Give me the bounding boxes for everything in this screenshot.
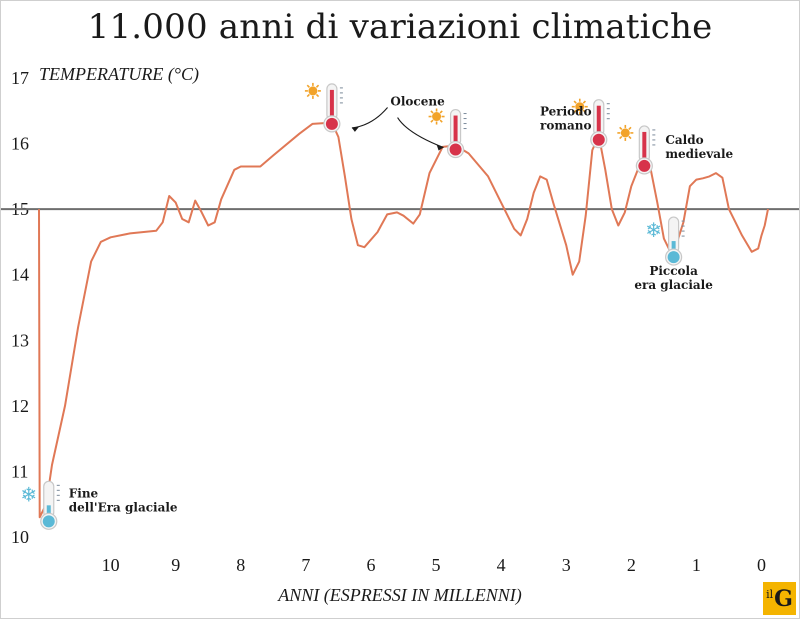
logo-small-text: il	[766, 588, 774, 601]
x-tick-label: 1	[692, 555, 701, 575]
thermometer-bulb-icon	[42, 515, 55, 528]
sun-ray	[306, 84, 310, 88]
x-tick-label: 9	[171, 555, 180, 575]
y-tick-label: 12	[11, 396, 29, 416]
x-tick-label: 2	[627, 555, 636, 575]
y-tick-label: 10	[11, 527, 29, 547]
sun-ray	[628, 126, 632, 130]
sun-icon	[308, 86, 318, 96]
x-tick-label: 7	[301, 555, 310, 575]
sun-ray	[619, 135, 623, 140]
sun-icon	[620, 128, 630, 138]
y-tick-label: 16	[11, 134, 29, 154]
annotation-label: dell'Era glaciale	[69, 500, 178, 514]
thermometer-bulb-icon	[667, 251, 680, 264]
sun-ray	[619, 126, 623, 130]
sun-ray	[430, 110, 434, 114]
snowflake-icon: ❄	[20, 482, 37, 506]
annotation-label: medievale	[665, 147, 733, 161]
snowflake-icon: ❄	[645, 218, 662, 242]
chart-title: 11.000 anni di variazioni climatiche	[87, 7, 713, 47]
x-tick-label: 0	[757, 555, 766, 575]
il-g-logo: il G	[763, 582, 796, 615]
thermometer-bulb-icon	[592, 133, 605, 146]
sun-ray	[315, 93, 320, 98]
x-tick-label: 5	[432, 555, 441, 575]
thermometer-level	[671, 241, 676, 256]
thermometer-level	[329, 89, 334, 122]
thermometer-bulb-icon	[638, 159, 651, 172]
annotation-arrowhead	[351, 126, 359, 132]
annotation-label: era glaciale	[634, 278, 713, 292]
annotation-arrowhead	[436, 144, 444, 151]
annotation-label: Piccola	[649, 264, 698, 278]
thermometer-level	[453, 115, 458, 148]
sun-ray	[573, 100, 577, 104]
x-tick-label: 8	[236, 555, 245, 575]
thermometer-bulb-icon	[325, 117, 338, 130]
sun-ray	[582, 100, 586, 104]
y-tick-label: 17	[11, 68, 29, 88]
x-tick-label: 3	[562, 555, 571, 575]
annotation-arrow	[351, 107, 388, 129]
y-tick-label: 13	[11, 330, 29, 350]
sun-ray	[582, 109, 586, 113]
x-axis-label: ANNI (ESPRESSI IN MILLENNI)	[278, 585, 522, 605]
thermometer-level	[642, 131, 647, 164]
logo-big-text: G	[774, 585, 793, 612]
annotation-label: Fine	[69, 486, 99, 500]
sun-ray	[439, 110, 443, 114]
sun-icon	[575, 102, 585, 112]
temperature-series-line	[38, 121, 769, 519]
annotation-label: Olocene	[390, 95, 445, 109]
sun-icon	[432, 112, 442, 122]
thermometer-level	[46, 505, 51, 520]
annotation-label: Periodo	[540, 105, 592, 119]
annotation-label: romano	[540, 119, 592, 133]
thermometer-bulb-icon	[449, 143, 462, 156]
x-tick-label: 4	[497, 555, 506, 575]
sun-ray	[430, 119, 434, 123]
sun-ray	[628, 135, 632, 140]
sun-ray	[315, 84, 320, 88]
sun-ray	[573, 109, 577, 113]
sun-ray	[439, 119, 443, 123]
y-tick-label: 14	[11, 265, 29, 285]
x-tick-label: 6	[366, 555, 375, 575]
y-axis-label: TEMPERATURE (°C)	[39, 64, 200, 84]
sun-ray	[306, 93, 310, 98]
y-tick-label: 11	[11, 461, 28, 481]
thermometer-level	[596, 105, 601, 138]
x-tick-label: 10	[102, 555, 120, 575]
annotation-label: Caldo	[665, 133, 703, 147]
